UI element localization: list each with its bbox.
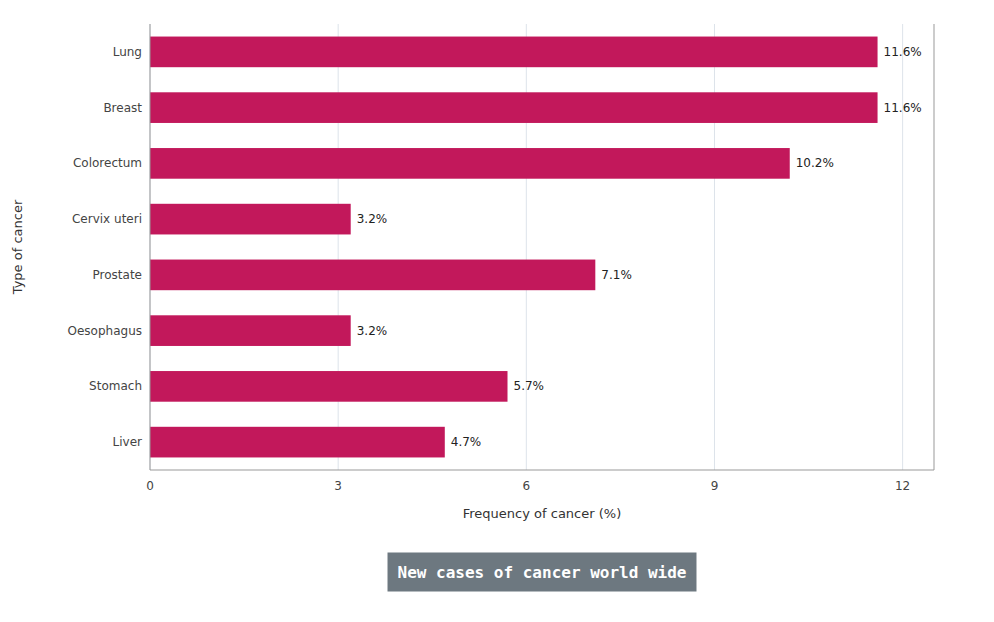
grid-line: [714, 24, 715, 470]
chart-svg: 0 3 6 9 12 11.6% 11.6% 10.2% 3.2% 7.1% 3.2% 5.7% 4.7…: [0, 0, 994, 622]
bars: [150, 37, 878, 458]
data-label: 4.7%: [451, 435, 482, 449]
x-axis-line: [150, 470, 934, 471]
title-group: New cases of cancer world wide: [388, 553, 697, 592]
grid-line: [526, 24, 527, 470]
data-label: 11.6%: [884, 101, 922, 115]
y-tick-labels: Lung Breast Colorectum Cervix uteri Prostate…: [68, 45, 143, 449]
bar: [150, 92, 878, 123]
page: {"chart_data": {"type": "bar", "orientat…: [0, 0, 994, 622]
y-tick-label: Oesophagus: [68, 324, 142, 338]
data-label: 7.1%: [601, 268, 632, 282]
x-tick-label: 6: [522, 479, 530, 493]
x-tick-label: 3: [334, 479, 342, 493]
x-tick-label: 9: [711, 479, 719, 493]
right-frame-line: [934, 24, 935, 470]
bar: [150, 371, 508, 402]
y-tick-label: Liver: [113, 435, 143, 449]
data-label: 3.2%: [357, 212, 388, 226]
title: New cases of cancer world wide: [398, 563, 687, 582]
chart-container: 0 3 6 9 12 11.6% 11.6% 10.2% 3.2% 7.1% 3.2% 5.7% 4.7…: [0, 0, 994, 622]
bar: [150, 315, 351, 346]
x-axis-label: Frequency of cancer (%): [463, 506, 621, 521]
data-labels: 11.6% 11.6% 10.2% 3.2% 7.1% 3.2% 5.7% 4.7%: [357, 45, 922, 449]
bar: [150, 204, 351, 235]
data-label: 11.6%: [884, 45, 922, 59]
bar: [150, 148, 790, 179]
grid-line: [150, 24, 151, 470]
bar: [150, 37, 878, 68]
grid-line: [902, 24, 903, 470]
y-tick-label: Breast: [103, 101, 142, 115]
data-label: 10.2%: [796, 156, 834, 170]
y-tick-label: Colorectum: [73, 156, 142, 170]
grid: [150, 24, 903, 470]
grid-line: [338, 24, 339, 470]
bar: [150, 427, 445, 458]
x-tick-label: 0: [146, 479, 154, 493]
title-box: [388, 553, 697, 592]
y-tick-label: Cervix uteri: [72, 212, 142, 226]
y-tick-label: Lung: [113, 45, 142, 59]
y-tick-label: Stomach: [89, 379, 142, 393]
x-tick-labels: 0 3 6 9 12: [146, 479, 910, 493]
data-label: 3.2%: [357, 324, 388, 338]
y-tick-label: Prostate: [93, 268, 142, 282]
data-label: 5.7%: [514, 379, 545, 393]
x-tick-label: 12: [895, 479, 910, 493]
y-axis-label: Type of cancer: [10, 199, 25, 295]
bar: [150, 260, 595, 291]
y-axis-line: [150, 24, 151, 470]
